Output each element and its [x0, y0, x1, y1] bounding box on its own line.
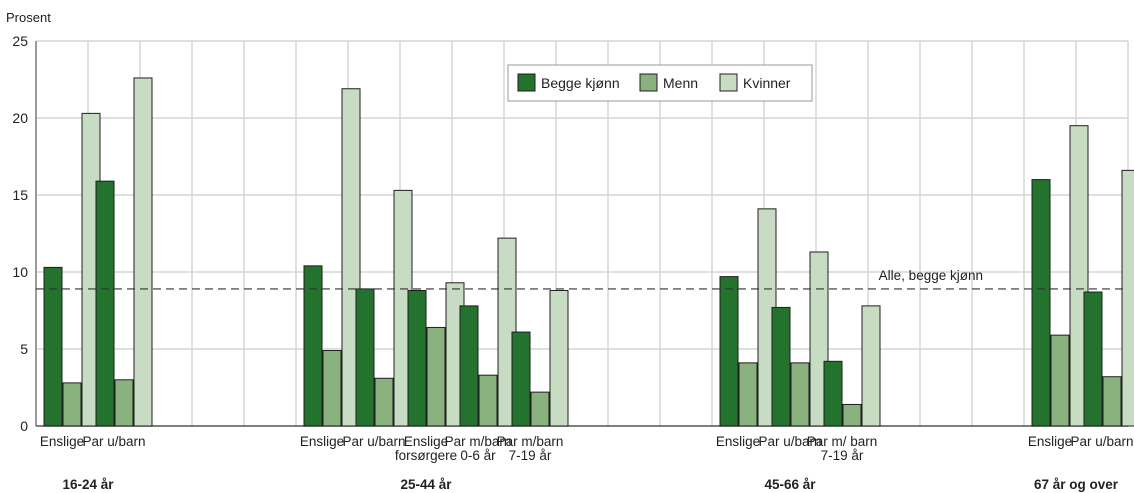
legend-box — [507, 64, 813, 102]
bar — [530, 391, 550, 427]
bar — [1083, 291, 1103, 427]
bar — [771, 306, 791, 427]
category-label: Par m/barn — [497, 434, 564, 449]
category-label: Par u/barn — [1070, 434, 1133, 449]
bar — [303, 265, 323, 427]
bar — [322, 350, 342, 427]
category-label: Par u/barn — [82, 434, 145, 449]
bar — [549, 289, 569, 427]
category-label: forsørgere — [395, 448, 457, 463]
group-label: 45-66 år — [764, 477, 816, 492]
category-label: 7-19 år — [509, 448, 552, 463]
bar — [1050, 334, 1070, 427]
category-label: Enslige — [1028, 434, 1072, 449]
bar — [719, 276, 739, 427]
y-tick-label: 20 — [12, 110, 28, 126]
bar — [95, 180, 115, 427]
bar — [1031, 179, 1051, 427]
bar — [114, 379, 134, 427]
legend-label: Begge kjønn — [541, 75, 620, 91]
bars — [43, 77, 1134, 427]
category-label: Par m/barn — [445, 434, 512, 449]
category-label: Par m/ barn — [807, 434, 878, 449]
bar — [842, 403, 862, 427]
category-label: Enslige — [40, 434, 84, 449]
y-tick-label: 15 — [12, 187, 28, 203]
legend: Begge kjønn Menn Kvinner — [507, 64, 813, 102]
category-label: Enslige — [300, 434, 344, 449]
bar — [478, 374, 498, 427]
legend-label: Kvinner — [743, 75, 791, 91]
group-label: 16-24 år — [62, 477, 114, 492]
bar — [738, 362, 758, 427]
bar — [511, 331, 531, 427]
bar — [861, 305, 881, 427]
legend-swatch — [517, 73, 536, 92]
category-label: Par u/barn — [758, 434, 821, 449]
bar — [374, 377, 394, 427]
bar — [1121, 169, 1134, 427]
reference-line-label: Alle, begge kjønn — [879, 268, 983, 283]
legend-swatch — [639, 73, 658, 92]
y-axis: Prosent 0 5 10 15 20 25 — [6, 10, 1128, 434]
legend-swatch — [719, 73, 738, 92]
bar — [407, 289, 427, 427]
category-label: Enslige — [404, 434, 448, 449]
category-label: 7-19 år — [821, 448, 864, 463]
bar — [823, 360, 843, 427]
bar — [426, 326, 446, 427]
bar — [133, 77, 153, 427]
group-label: 25-44 år — [400, 477, 452, 492]
y-tick-label: 0 — [20, 418, 28, 434]
bar — [43, 266, 63, 427]
y-tick-label: 10 — [12, 264, 28, 280]
category-label: 0-6 år — [460, 448, 496, 463]
y-tick-label: 25 — [12, 33, 28, 49]
y-axis-title: Prosent — [6, 10, 51, 25]
bar — [62, 382, 82, 427]
category-label: Enslige — [716, 434, 760, 449]
bar — [790, 362, 810, 427]
bar — [1102, 376, 1122, 427]
group-label: 67 år og over — [1034, 477, 1119, 492]
category-label: Par u/barn — [342, 434, 405, 449]
bar — [459, 305, 479, 427]
bar — [355, 288, 375, 427]
y-tick-label: 5 — [20, 341, 28, 357]
legend-label: Menn — [663, 75, 698, 91]
reference-line: Alle, begge kjønn — [36, 268, 1128, 290]
